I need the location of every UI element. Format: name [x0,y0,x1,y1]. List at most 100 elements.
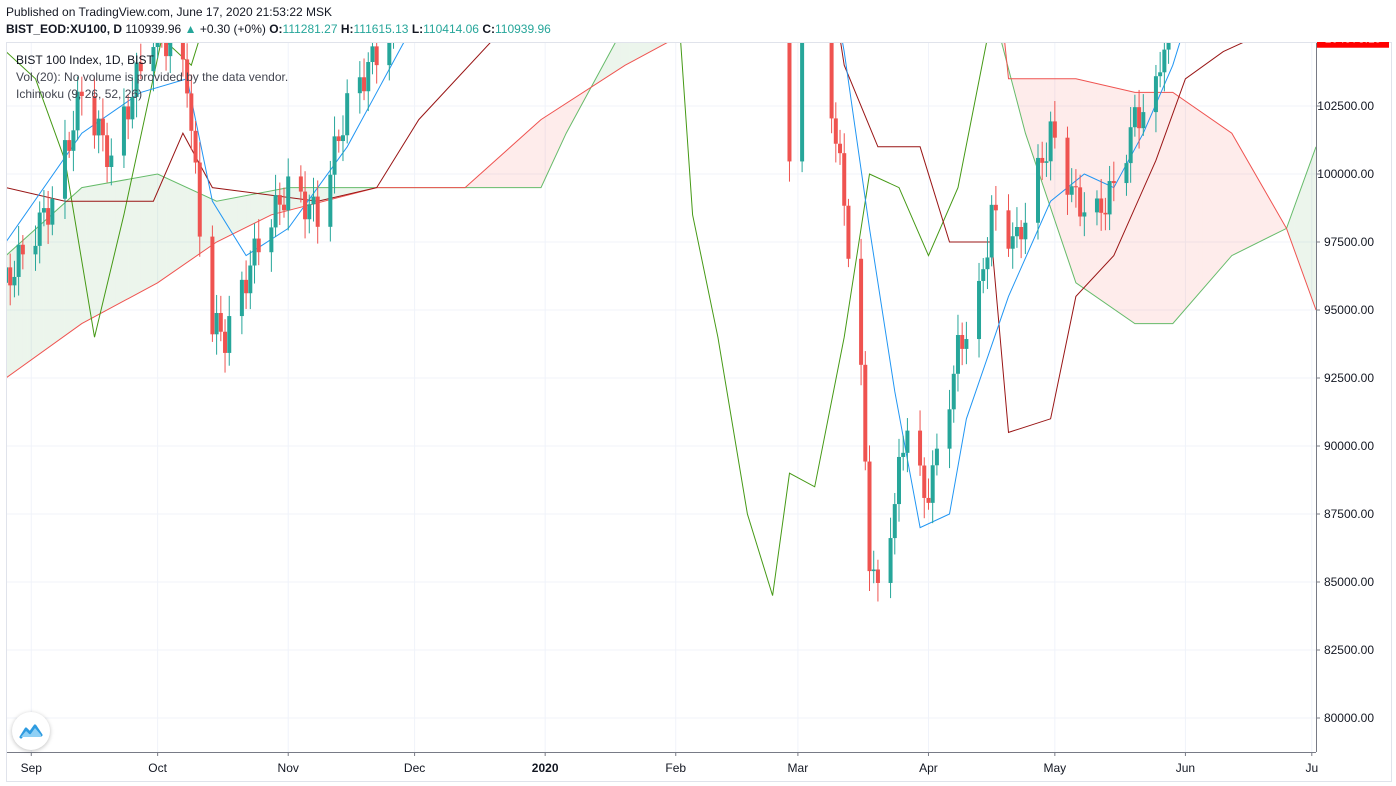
price-tick-label: 102500.00 [1317,99,1374,113]
candle [930,465,935,503]
cloud-segment [258,192,263,222]
candle [79,91,84,97]
cloud-segment [1088,81,1093,295]
candle [1014,226,1019,237]
candle [155,42,160,48]
time-tick-label: Sep [21,761,43,775]
cloud-segment [1248,162,1253,248]
cloud-segment [515,138,520,188]
cloud-segment [536,119,541,188]
candle [846,205,851,259]
candle [1023,222,1028,240]
candle [71,130,76,151]
cloud-segment [545,114,550,179]
cloud-segment [338,187,343,198]
cloud-segment [1231,133,1236,256]
cloud-segment [115,180,120,306]
cloud-segment [90,185,95,320]
cloud-segment [321,187,327,202]
cloud-segment [1134,92,1140,324]
candle [252,238,257,266]
candle [12,276,17,286]
candle [787,42,792,162]
chikou-span-line [6,42,988,596]
up-triangle-icon: ▲ [184,22,197,36]
cloud-segment [216,200,221,242]
chart-area[interactable]: 80000.00 82500.00 85000.00 87500.00 90000.00… [6,42,1392,782]
cloud-segment [1160,92,1165,324]
cloud-segment [473,176,478,188]
cloud-segment [246,194,251,228]
cloud-segment [1164,92,1169,324]
candle [151,47,156,72]
cloud-segment [48,214,53,348]
time-tick-label: Mar [788,761,809,775]
cloud-segment [136,177,141,295]
cloud-segment [1168,92,1173,324]
senkou-span-a-line [6,42,1317,325]
price-tick-label: 80000.00 [1324,711,1374,725]
cloud-segment [1185,101,1190,310]
candle [1035,157,1040,223]
cloud-segment [658,42,664,48]
candle [875,569,880,583]
cloud-segment [1155,92,1161,324]
cloud-segment [1299,181,1304,276]
cloud-segment [1080,79,1085,289]
tradingview-logo-icon[interactable] [12,712,50,750]
candle [303,191,308,220]
candle [311,196,316,205]
candle [1107,181,1112,215]
cloud-segment [1307,158,1312,299]
symbol-header: BIST_EOD:XU100, D 110939.96 ▲ +0.30 (+0%… [6,22,551,36]
cloud-segment [481,168,487,188]
cloud-segment [1181,98,1186,314]
candle [33,245,38,255]
time-tick-label: Oct [148,761,167,775]
candle [1103,212,1108,215]
cloud-segment [161,175,167,280]
price-tick-label: 95000.00 [1324,303,1374,317]
candle [374,46,379,66]
cloud-segment [1269,199,1274,237]
candle [1162,49,1167,73]
legend-ichimoku[interactable]: Ichimoku (9, 26, 52, 26) [16,87,143,101]
cloud-segment [241,195,247,230]
cloud-segment [1139,92,1144,324]
cloud-segment [490,161,495,188]
symbol-label[interactable]: BIST_EOD:XU100, D [6,22,123,36]
candle [829,42,834,119]
price-chart[interactable]: 80000.00 82500.00 85000.00 87500.00 90000.00… [6,42,1392,782]
candle [286,176,291,211]
cloud-segment [10,248,15,375]
cloud-segment [212,199,217,245]
cloud-segment [1084,80,1089,292]
candle [121,106,126,156]
cloud-segment [549,111,554,170]
cloud-segment [1029,78,1034,159]
cloud-segment [1219,124,1224,271]
time-tick-label: Ju [1305,761,1318,775]
candle [1006,210,1011,249]
cloud-segment [524,130,529,188]
cloud-segment [111,181,116,308]
cloud-segment [1059,78,1064,246]
price-tick-label: 97500.00 [1324,235,1374,249]
legend-title[interactable]: BIST 100 Index, 1D, BIST [16,53,154,67]
candle [239,279,244,317]
cloud-segment [528,127,533,188]
cloud-segment [532,123,537,188]
cloud-segment [642,42,647,57]
candle [838,143,843,154]
cloud-segment [608,47,613,77]
cloud-segment [625,42,630,66]
cloud-segment [73,191,78,330]
candle [1048,121,1053,162]
legend-volume[interactable]: Vol (20): No volume is provided by the d… [16,70,289,84]
candle [896,456,901,505]
cloud-segment [1227,130,1232,261]
cloud-segment [1273,206,1279,235]
candle [134,62,139,97]
cloud-segment [1278,213,1283,233]
close-value: 110939.96 [495,22,551,36]
